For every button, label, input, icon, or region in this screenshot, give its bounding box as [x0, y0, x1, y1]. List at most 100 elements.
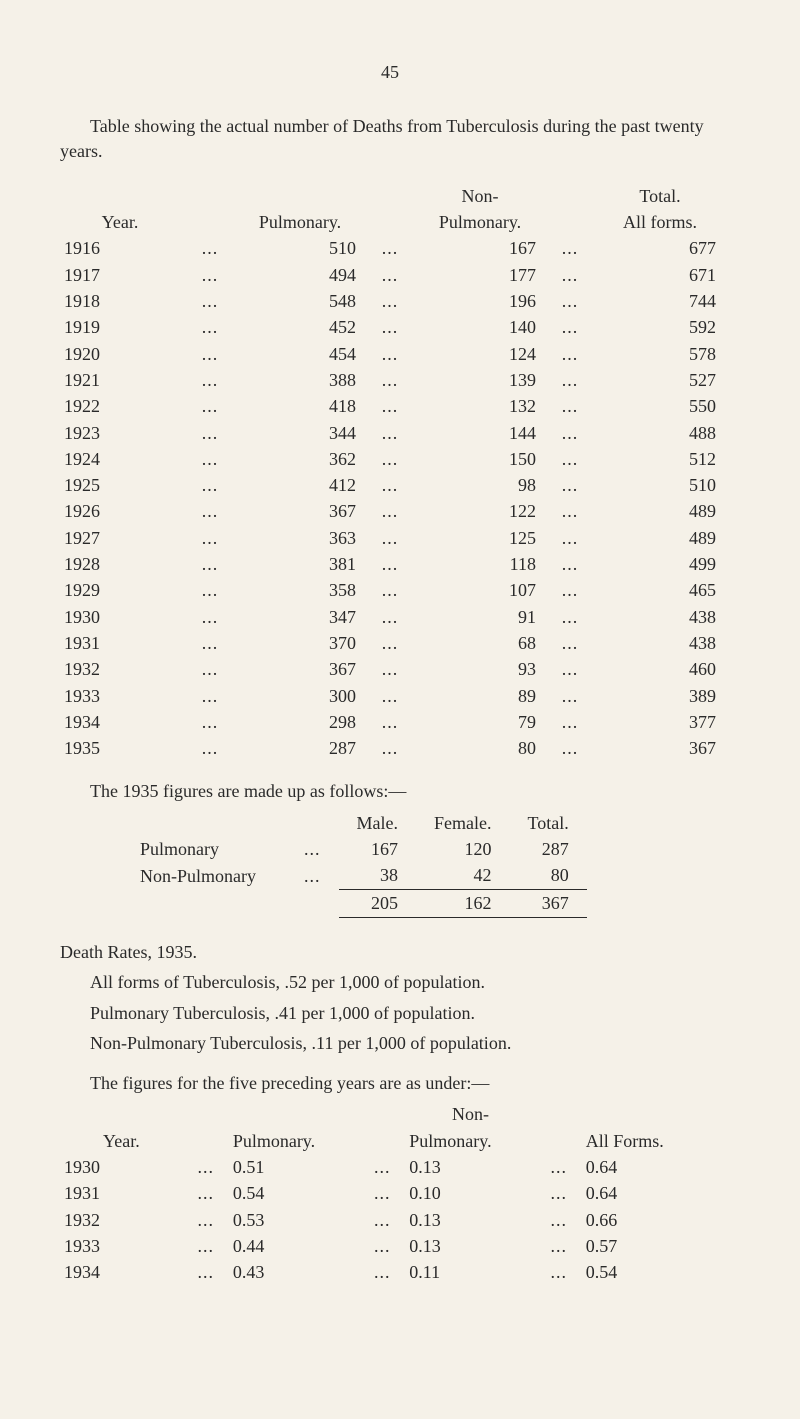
cell-total: 578 — [600, 341, 720, 367]
cell-nonpulmonary: 93 — [420, 656, 540, 682]
dots: ... — [360, 235, 420, 261]
table-row: 1917...494...177...671 — [60, 262, 720, 288]
rates-header-pulm: Pulmonary. — [229, 1128, 359, 1154]
dots: ... — [536, 1259, 582, 1285]
cell-total: 512 — [600, 446, 720, 472]
dots: ... — [286, 836, 339, 862]
mf-cell: 287 — [509, 836, 586, 862]
cell-pulmonary: 418 — [240, 393, 360, 419]
cell-pulmonary: 494 — [240, 262, 360, 288]
cell-pulmonary: 370 — [240, 630, 360, 656]
cell-pulmonary: 298 — [240, 709, 360, 735]
dots: ... — [180, 604, 240, 630]
dots: ... — [540, 262, 600, 288]
rates-table: Non- Year. Pulmonary. Pulmonary. All For… — [60, 1101, 720, 1285]
dots: ... — [180, 656, 240, 682]
dots: ... — [540, 656, 600, 682]
cell-pulmonary: 347 — [240, 604, 360, 630]
cell-year: 1927 — [60, 525, 180, 551]
cell-allforms: 0.66 — [582, 1207, 720, 1233]
cell-pulmonary: 452 — [240, 314, 360, 340]
mf-cell: 167 — [339, 836, 416, 862]
table-row: 1929...358...107...465 — [60, 577, 720, 603]
mf-cell: 80 — [509, 862, 586, 889]
cell-pulmonary: 0.43 — [229, 1259, 359, 1285]
cell-nonpulmonary: 107 — [420, 577, 540, 603]
dots: ... — [536, 1154, 582, 1180]
cell-year: 1930 — [60, 1154, 183, 1180]
dots: ... — [540, 420, 600, 446]
cell-nonpulmonary: 0.13 — [405, 1207, 535, 1233]
dots: ... — [360, 446, 420, 472]
cell-nonpulmonary: 196 — [420, 288, 540, 314]
cell-year: 1934 — [60, 1259, 183, 1285]
cell-pulmonary: 287 — [240, 735, 360, 761]
rates-header-non1: Non- — [405, 1101, 535, 1127]
cell-nonpulmonary: 125 — [420, 525, 540, 551]
dots: ... — [360, 262, 420, 288]
table-row: 1930...0.51...0.13...0.64 — [60, 1154, 720, 1180]
table-row: 1932...0.53...0.13...0.66 — [60, 1207, 720, 1233]
cell-year: 1918 — [60, 288, 180, 314]
dots: ... — [540, 367, 600, 393]
cell-pulmonary: 362 — [240, 446, 360, 472]
mf-cell: 120 — [416, 836, 509, 862]
dots: ... — [359, 1233, 405, 1259]
cell-total: 671 — [600, 262, 720, 288]
cell-total: 438 — [600, 604, 720, 630]
cell-nonpulmonary: 79 — [420, 709, 540, 735]
cell-year: 1934 — [60, 709, 180, 735]
cell-year: 1935 — [60, 735, 180, 761]
cell-nonpulmonary: 167 — [420, 235, 540, 261]
followup-line: The 1935 figures are made up as follows:… — [60, 779, 720, 803]
cell-nonpulmonary: 139 — [420, 367, 540, 393]
table-row: 1916...510...167...677 — [60, 235, 720, 261]
cell-nonpulmonary: 0.10 — [405, 1180, 535, 1206]
preceding-intro: The figures for the five preceding years… — [60, 1071, 720, 1095]
table-row: 1918...548...196...744 — [60, 288, 720, 314]
death-rates-heading: Death Rates, 1935. — [60, 940, 720, 964]
mf-header-total: Total. — [509, 810, 586, 836]
cell-nonpulmonary: 122 — [420, 498, 540, 524]
dots: ... — [180, 498, 240, 524]
cell-year: 1932 — [60, 1207, 183, 1233]
cell-pulmonary: 0.54 — [229, 1180, 359, 1206]
dots: ... — [360, 735, 420, 761]
header-non: Non- — [420, 183, 540, 209]
cell-total: 460 — [600, 656, 720, 682]
cell-total: 744 — [600, 288, 720, 314]
cell-total: 389 — [600, 683, 720, 709]
dots: ... — [540, 341, 600, 367]
mf-header-female: Female. — [416, 810, 509, 836]
header-pulmonary: Pulmonary. — [240, 209, 360, 235]
cell-pulmonary: 381 — [240, 551, 360, 577]
dots: ... — [536, 1180, 582, 1206]
dots: ... — [180, 341, 240, 367]
dots: ... — [180, 367, 240, 393]
dots: ... — [180, 472, 240, 498]
cell-total: 677 — [600, 235, 720, 261]
header-non2: Pulmonary. — [420, 209, 540, 235]
dots: ... — [540, 235, 600, 261]
cell-nonpulmonary: 0.13 — [405, 1233, 535, 1259]
cell-total: 592 — [600, 314, 720, 340]
rates-header-all: All Forms. — [582, 1128, 720, 1154]
dots: ... — [360, 420, 420, 446]
dots: ... — [540, 683, 600, 709]
cell-pulmonary: 344 — [240, 420, 360, 446]
dots: ... — [183, 1259, 229, 1285]
dots: ... — [180, 630, 240, 656]
cell-total: 510 — [600, 472, 720, 498]
table-row: 1931...370...68...438 — [60, 630, 720, 656]
dots: ... — [540, 525, 600, 551]
dots: ... — [360, 630, 420, 656]
dots: ... — [359, 1207, 405, 1233]
dots: ... — [359, 1180, 405, 1206]
table-row: 1920...454...124...578 — [60, 341, 720, 367]
death-rate-line: All forms of Tuberculosis, .52 per 1,000… — [60, 970, 720, 994]
cell-year: 1928 — [60, 551, 180, 577]
dots: ... — [359, 1154, 405, 1180]
dots: ... — [360, 577, 420, 603]
cell-year: 1925 — [60, 472, 180, 498]
dots: ... — [180, 262, 240, 288]
